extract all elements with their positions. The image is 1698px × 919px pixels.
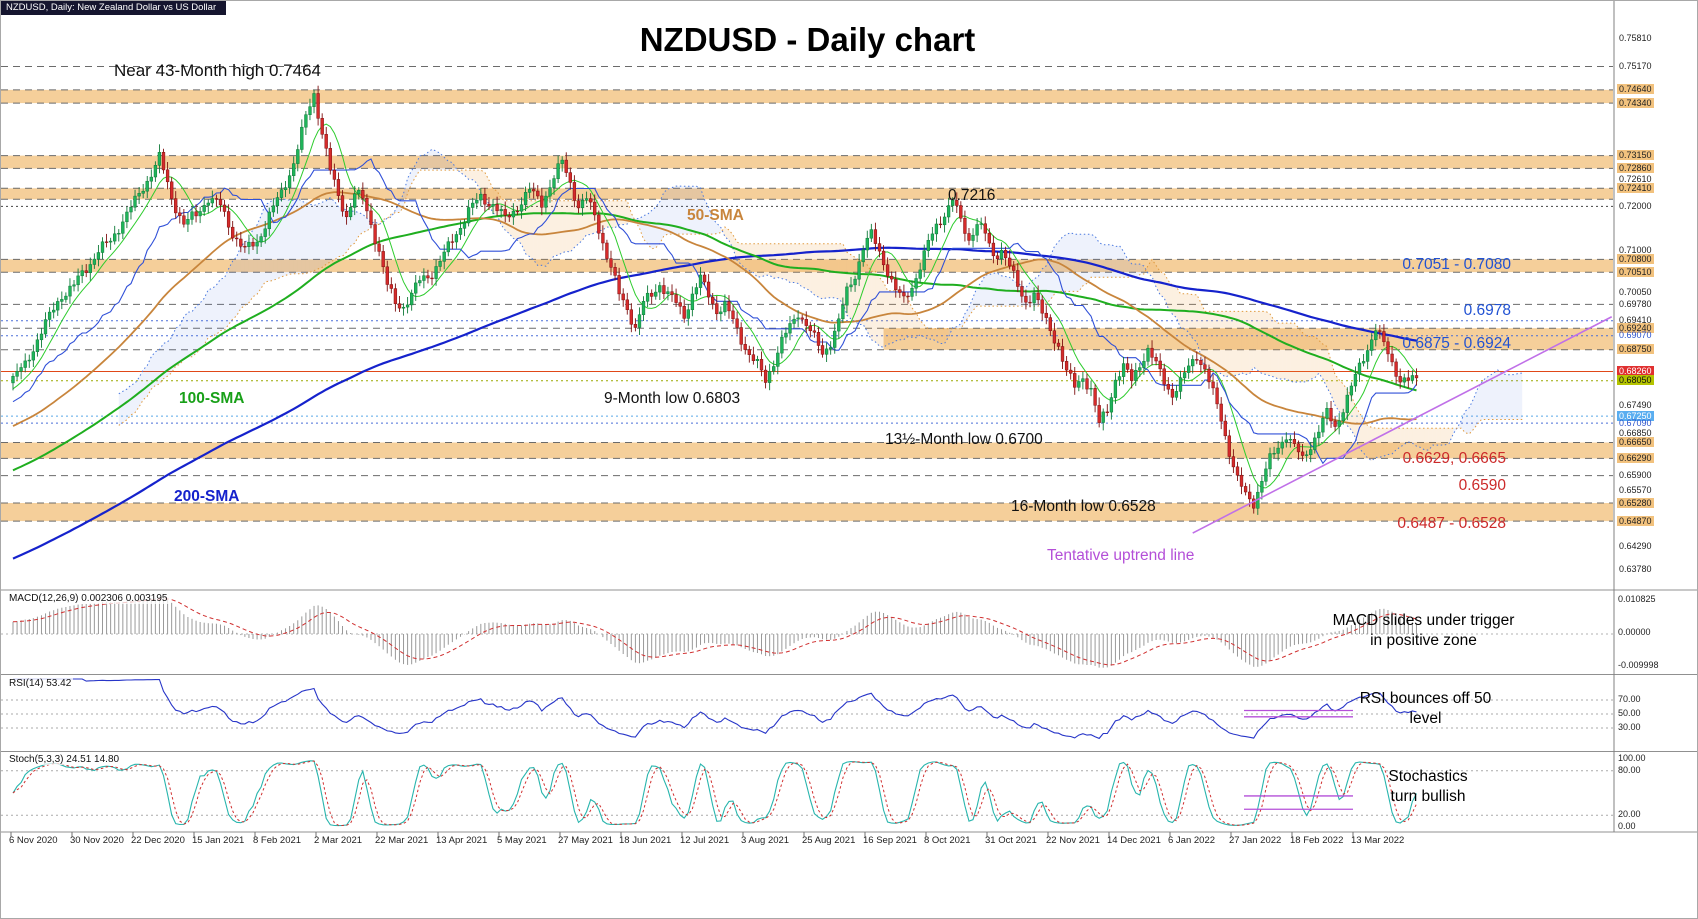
price-scale-tick: 0.67490 <box>1619 400 1652 410</box>
level-label-6629-6665: 0.6629, 0.6665 <box>1402 450 1506 467</box>
annotation-13half-month-low: 13½-Month low 0.6700 <box>885 431 1043 448</box>
date-label: 22 Mar 2021 <box>375 835 429 846</box>
level-label-6875-6924: 0.6875 - 0.6924 <box>1402 335 1511 352</box>
price-scale-tick: 0.66650 <box>1617 437 1654 447</box>
label-50-sma: 50-SMA <box>687 207 744 224</box>
date-label: 6 Nov 2020 <box>9 835 58 846</box>
annotation-16-month-low: 16-Month low 0.6528 <box>1011 498 1156 515</box>
rsi-note: RSI bounces off 50 level <box>1359 690 1492 728</box>
level-label-6978: 0.6978 <box>1463 302 1511 319</box>
date-label: 31 Oct 2021 <box>985 835 1037 846</box>
indicator-scale-tick: 80.00 <box>1618 765 1641 775</box>
label-200-sma: 200-SMA <box>174 488 240 505</box>
price-scale-tick: 0.69240 <box>1617 322 1654 333</box>
date-label: 30 Nov 2020 <box>70 835 124 846</box>
macd-note: MACD slides under trigger in positive zo… <box>1332 612 1515 650</box>
price-scale-tick: 0.63780 <box>1619 563 1652 574</box>
level-label-6590: 0.6590 <box>1458 477 1506 494</box>
level-label-6487-6528: 0.6487 - 0.6528 <box>1397 515 1506 532</box>
price-scale-tick: 0.72000 <box>1619 200 1652 211</box>
indicator-scale-tick: 30.00 <box>1618 722 1641 732</box>
price-scale-tick: 0.74640 <box>1617 84 1654 95</box>
indicator-scale-tick: 0.00 <box>1618 821 1636 831</box>
annotation-uptrend-line: Tentative uptrend line <box>1047 547 1195 564</box>
date-label: 25 Aug 2021 <box>802 835 856 846</box>
price-scale-tick: 0.74340 <box>1617 97 1654 108</box>
price-scale-tick: 0.70800 <box>1617 253 1654 264</box>
date-label: 14 Dec 2021 <box>1107 835 1161 846</box>
price-scale-tick: 0.70050 <box>1619 287 1652 297</box>
date-label: 15 Jan 2021 <box>192 835 245 846</box>
price-scale-tick: 0.68050 <box>1617 375 1654 386</box>
rsi-indicator-label: RSI(14) 53.42 <box>7 678 74 689</box>
date-label: 12 Jul 2021 <box>680 835 730 846</box>
stoch-indicator-label: Stoch(5,3,3) 24.51 14.80 <box>7 754 122 765</box>
indicator-scale-tick: -0.009998 <box>1618 660 1659 670</box>
chart-title: NZDUSD - Daily chart <box>639 21 976 58</box>
price-scale-tick: 0.67090 <box>1619 417 1652 428</box>
indicator-scale-tick: 0.010825 <box>1618 594 1656 604</box>
date-label: 16 Sep 2021 <box>863 835 917 846</box>
date-label: 22 Dec 2020 <box>131 835 185 846</box>
date-label: 18 Feb 2022 <box>1290 835 1344 846</box>
indicator-scale-tick: 100.00 <box>1618 753 1646 763</box>
indicator-scale-tick: 20.00 <box>1618 809 1641 819</box>
window-title-bar: NZDUSD, Daily: New Zealand Dollar vs US … <box>1 1 227 15</box>
annotation-resistance-7216: 0.7216 <box>948 187 996 204</box>
indicator-scale-tick: 70.00 <box>1618 694 1641 704</box>
price-scale-tick: 0.73150 <box>1617 150 1654 161</box>
price-scale-tick: 0.65570 <box>1619 484 1652 495</box>
price-scale-tick: 0.75810 <box>1619 32 1652 43</box>
price-scale-tick: 0.68750 <box>1617 344 1654 355</box>
date-label: 22 Nov 2021 <box>1046 835 1100 846</box>
price-scale-tick: 0.72410 <box>1617 182 1654 193</box>
price-scale-tick: 0.72610 <box>1619 174 1652 184</box>
price-scale-tick: 0.64290 <box>1619 541 1652 552</box>
price-scale-tick: 0.70510 <box>1617 266 1654 277</box>
annotation-9-month-low: 9-Month low 0.6803 <box>604 390 741 407</box>
price-scale-tick: 0.66290 <box>1617 452 1654 463</box>
price-scale-tick: 0.69410 <box>1619 315 1652 326</box>
price-scale-tick: 0.64870 <box>1617 515 1654 526</box>
date-label: 8 Oct 2021 <box>924 835 971 846</box>
date-label: 3 Aug 2021 <box>741 835 790 846</box>
date-label: 13 Apr 2021 <box>436 835 488 846</box>
time-axis[interactable]: 6 Nov 2020 30 Nov 2020 22 Dec 2020 15 Jan 2… <box>1 835 1614 853</box>
date-label: 5 May 2021 <box>497 835 547 846</box>
stoch-note: Stochastics turn bullish <box>1388 768 1468 806</box>
price-scale-tick: 0.75170 <box>1619 61 1652 71</box>
date-label: 18 Jun 2021 <box>619 835 672 846</box>
date-label: 27 Jan 2022 <box>1229 835 1282 846</box>
price-scale-tick: 0.72860 <box>1617 162 1654 173</box>
date-label: 13 Mar 2022 <box>1351 835 1405 846</box>
indicator-scale-tick: 0.00000 <box>1618 627 1651 637</box>
price-scale-tick: 0.67250 <box>1617 410 1654 421</box>
date-label: 2 Mar 2021 <box>314 835 363 846</box>
price-scale[interactable]: 0.75810 0.75170 0.74640 0.74340 0.73150 0.728… <box>1614 1 1697 918</box>
price-scale-tick: 0.68260 <box>1617 366 1654 376</box>
indicator-scale-tick: 50.00 <box>1618 708 1641 718</box>
date-label: 27 May 2021 <box>558 835 613 846</box>
price-scale-tick: 0.69780 <box>1619 298 1652 309</box>
price-scale-tick: 0.69070 <box>1619 330 1652 341</box>
price-scale-tick: 0.65280 <box>1617 497 1654 508</box>
date-label: 6 Jan 2022 <box>1168 835 1216 846</box>
price-scale-tick: 0.71000 <box>1619 245 1652 255</box>
price-scale-tick: 0.65900 <box>1619 470 1652 481</box>
label-100-sma: 100-SMA <box>179 390 245 407</box>
window-title: NZDUSD, Daily: New Zealand Dollar vs US … <box>6 2 217 13</box>
level-label-7051-7080: 0.7051 - 0.7080 <box>1402 256 1511 273</box>
macd-indicator-label: MACD(12,26,9) 0.002306 0.003195 <box>7 593 170 604</box>
price-scale-tick: 0.66850 <box>1619 428 1652 439</box>
date-label: 8 Feb 2021 <box>253 835 302 846</box>
annotation-near-43-month-high: Near 43-Month high 0.7464 <box>114 61 321 80</box>
